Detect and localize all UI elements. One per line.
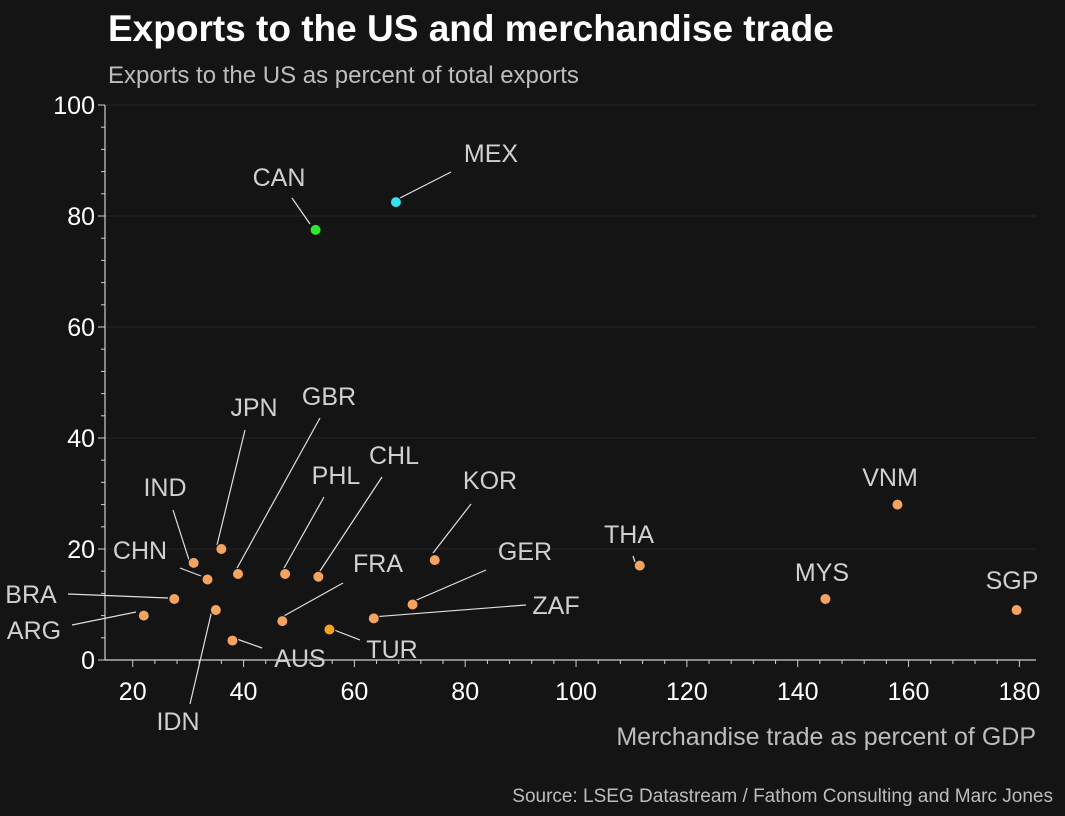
data-points	[137, 196, 1023, 647]
point-label-chl: CHL	[369, 442, 419, 470]
x-tick-label: 120	[666, 678, 708, 706]
x-tick-label: 160	[888, 678, 930, 706]
point-label-chn: CHN	[113, 537, 167, 565]
point-arg	[137, 609, 150, 622]
point-label-bra: BRA	[5, 581, 57, 609]
point-chl	[312, 570, 325, 583]
point-label-jpn: JPN	[230, 394, 277, 422]
point-tha	[633, 559, 646, 572]
y-tick-label: 80	[67, 203, 95, 231]
point-sgp	[1010, 604, 1023, 617]
point-label-tur: TUR	[366, 636, 417, 664]
leader-line-arg	[71, 611, 137, 626]
point-label-can: CAN	[253, 164, 306, 192]
leader-line-jpn	[216, 429, 246, 546]
point-label-ind: IND	[143, 474, 186, 502]
leader-line-mex	[399, 171, 452, 199]
point-mex	[389, 196, 402, 209]
y-tick-label: 20	[67, 536, 95, 564]
point-label-phl: PHL	[312, 462, 361, 490]
point-label-ger: GER	[498, 538, 552, 566]
point-label-tha: THA	[604, 521, 654, 549]
point-mys	[819, 592, 832, 605]
x-tick-label: 40	[230, 678, 258, 706]
point-label-kor: KOR	[463, 467, 517, 495]
point-label-idn: IDN	[156, 708, 199, 736]
point-label-vnm: VNM	[862, 464, 918, 492]
point-aus	[226, 634, 239, 647]
point-label-sgp: SGP	[986, 567, 1039, 595]
y-tick-label: 40	[67, 425, 95, 453]
leader-line-kor	[432, 503, 472, 554]
point-idn	[209, 604, 222, 617]
leader-line-ger	[411, 569, 487, 603]
chart-title: Exports to the US and merchandise trade	[108, 8, 834, 49]
point-ind	[187, 556, 200, 569]
point-label-mex: MEX	[464, 140, 519, 168]
point-gbr	[232, 567, 244, 580]
x-tick-label: 20	[119, 678, 147, 706]
leader-line-bra	[67, 593, 169, 599]
point-label-aus: AUS	[274, 645, 325, 673]
x-axis-label: Merchandise trade as percent of GDP	[616, 723, 1036, 751]
axes: 0 20 40 60 80 100 20 40 60 80 100 120 140 160 180	[53, 92, 1040, 706]
point-zaf	[367, 612, 380, 625]
source-note: Source: LSEG Datastream / Fathom Consult…	[512, 786, 1053, 807]
point-tur	[323, 623, 336, 636]
point-jpn	[215, 543, 228, 555]
point-label-zaf: ZAF	[532, 592, 579, 620]
leader-line-phl	[282, 496, 325, 571]
point-can	[309, 223, 322, 236]
x-tick-label: 80	[451, 678, 479, 706]
point-phl	[279, 567, 292, 580]
grid-lines	[105, 104, 1036, 550]
leader-line-ind	[172, 509, 190, 561]
leader-line-chl	[317, 476, 383, 575]
point-bra	[168, 592, 181, 605]
leader-line-gbr	[235, 417, 321, 571]
leader-line-idn	[189, 609, 213, 705]
x-tick-label: 60	[340, 678, 368, 706]
point-labels: CAN MEX VNM THA MYS SGP KOR GER ZAF TUR FRA AUS CHL P…	[5, 140, 1038, 736]
point-label-arg: ARG	[7, 617, 61, 645]
y-tick-label: 100	[53, 92, 95, 120]
point-ger	[406, 598, 419, 611]
leader-lines	[67, 171, 636, 705]
chart-subtitle: Exports to the US as percent of total ex…	[108, 62, 579, 89]
point-label-mys: MYS	[795, 559, 849, 587]
point-kor	[428, 554, 441, 567]
point-fra	[276, 615, 289, 628]
leader-line-chn	[179, 567, 202, 577]
x-tick-label: 100	[555, 678, 597, 706]
x-tick-label: 140	[777, 678, 819, 706]
x-tick-label: 180	[999, 678, 1041, 706]
leader-line-zaf	[371, 604, 527, 618]
y-tick-label: 60	[67, 314, 95, 342]
point-vnm	[891, 498, 904, 511]
leader-line-tha	[632, 555, 636, 563]
leader-line-can	[291, 197, 311, 225]
point-label-gbr: GBR	[302, 383, 356, 411]
point-label-fra: FRA	[353, 550, 403, 578]
leader-line-aus	[233, 637, 263, 649]
y-tick-label: 0	[81, 647, 95, 675]
leader-line-fra	[281, 582, 344, 618]
point-chn	[201, 573, 214, 586]
